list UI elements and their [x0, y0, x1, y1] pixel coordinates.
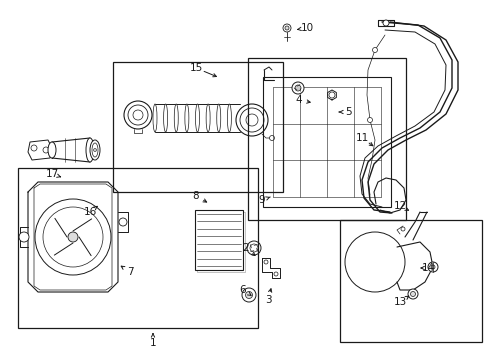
- Ellipse shape: [86, 138, 94, 162]
- Bar: [18, 168, 258, 328]
- Circle shape: [291, 82, 304, 94]
- Circle shape: [242, 288, 256, 302]
- Circle shape: [283, 24, 290, 32]
- Text: 7: 7: [126, 267, 133, 277]
- Bar: [247, 58, 405, 220]
- Ellipse shape: [206, 104, 210, 132]
- Ellipse shape: [345, 232, 404, 292]
- Circle shape: [35, 199, 111, 275]
- Circle shape: [409, 292, 415, 297]
- Ellipse shape: [90, 140, 100, 160]
- Circle shape: [400, 227, 404, 231]
- Circle shape: [128, 105, 148, 125]
- Bar: [113, 62, 283, 192]
- Ellipse shape: [48, 142, 56, 158]
- Text: 6: 6: [239, 285, 246, 295]
- Circle shape: [249, 244, 258, 252]
- Bar: [195, 210, 243, 270]
- Text: 12: 12: [392, 201, 406, 211]
- Text: 11: 11: [355, 133, 368, 143]
- Ellipse shape: [184, 104, 188, 132]
- Circle shape: [236, 104, 267, 136]
- Circle shape: [427, 262, 437, 272]
- Text: 14: 14: [421, 263, 434, 273]
- Circle shape: [124, 101, 152, 129]
- Circle shape: [133, 110, 142, 120]
- Text: 1: 1: [149, 338, 156, 348]
- Circle shape: [264, 260, 267, 264]
- Circle shape: [294, 85, 301, 91]
- Ellipse shape: [92, 143, 98, 157]
- Text: 8: 8: [192, 191, 199, 201]
- Ellipse shape: [174, 104, 178, 132]
- Text: 2: 2: [242, 243, 249, 253]
- Text: 13: 13: [392, 297, 406, 307]
- Ellipse shape: [153, 104, 157, 132]
- Ellipse shape: [227, 104, 231, 132]
- Circle shape: [246, 241, 261, 255]
- Text: 10: 10: [300, 23, 313, 33]
- Circle shape: [240, 108, 264, 132]
- Circle shape: [245, 292, 252, 298]
- Polygon shape: [28, 140, 52, 160]
- Ellipse shape: [216, 104, 220, 132]
- Ellipse shape: [195, 104, 199, 132]
- Circle shape: [367, 117, 372, 122]
- Circle shape: [346, 234, 402, 290]
- Text: 3: 3: [264, 295, 271, 305]
- Text: 15: 15: [189, 63, 202, 73]
- Bar: [339, 220, 481, 342]
- Circle shape: [269, 135, 274, 140]
- Circle shape: [430, 265, 434, 269]
- Circle shape: [119, 218, 127, 226]
- Circle shape: [31, 145, 37, 151]
- Circle shape: [372, 48, 377, 53]
- Ellipse shape: [163, 104, 167, 132]
- Circle shape: [328, 92, 334, 98]
- Circle shape: [93, 148, 96, 152]
- Bar: [197, 212, 244, 272]
- Text: 17: 17: [45, 169, 59, 179]
- Text: 5: 5: [344, 107, 350, 117]
- Circle shape: [19, 232, 29, 242]
- Text: 16: 16: [83, 207, 97, 217]
- Circle shape: [364, 252, 384, 272]
- Circle shape: [68, 232, 78, 242]
- Bar: [263, 77, 390, 207]
- Circle shape: [273, 272, 278, 276]
- Text: 4: 4: [295, 95, 302, 105]
- Circle shape: [354, 242, 394, 282]
- Circle shape: [43, 147, 49, 153]
- Circle shape: [245, 114, 258, 126]
- Circle shape: [285, 26, 288, 30]
- Circle shape: [407, 289, 417, 299]
- Circle shape: [43, 207, 103, 267]
- Text: 9: 9: [258, 195, 265, 205]
- Circle shape: [382, 20, 388, 26]
